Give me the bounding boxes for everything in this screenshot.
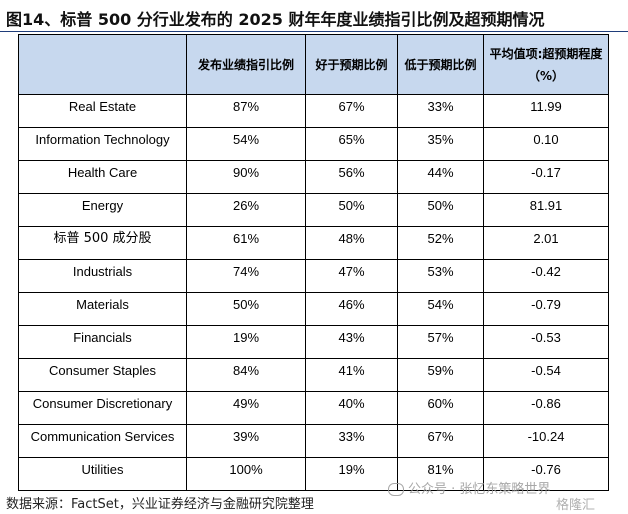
sector-cell: Energy <box>18 193 187 227</box>
guidance-cell: 49% <box>186 391 306 425</box>
avg-surprise-cell: -0.53 <box>483 325 609 359</box>
table-row: Utilities 100% 19% 81% -0.76 <box>18 457 609 491</box>
better-cell: 40% <box>305 391 398 425</box>
avg-surprise-cell: 0.10 <box>483 127 609 161</box>
guidance-cell: 90% <box>186 160 306 194</box>
worse-cell: 59% <box>397 358 484 392</box>
source-note: 数据来源：FactSet，兴业证券经济与金融研究院整理 <box>6 497 314 512</box>
guidance-cell: 61% <box>186 226 306 260</box>
avg-surprise-cell: -0.79 <box>483 292 609 326</box>
title-rule <box>0 31 628 32</box>
table-row: Consumer Staples 84% 41% 59% -0.54 <box>18 358 609 392</box>
table-row: Industrials 74% 47% 53% -0.42 <box>18 259 609 293</box>
worse-cell: 81% <box>397 457 484 491</box>
sector-cell: Financials <box>18 325 187 359</box>
sector-cell: Materials <box>18 292 187 326</box>
sector-cell: Consumer Discretionary <box>18 391 187 425</box>
sector-cell: 标普 500 成分股 <box>18 226 187 260</box>
sector-cell: Utilities <box>18 457 187 491</box>
guidance-cell: 74% <box>186 259 306 293</box>
table-header-row: 发布业绩指引比例 好于预期比例 低于预期比例 平均值项:超预期程度（%） <box>18 34 609 95</box>
avg-surprise-cell: -0.42 <box>483 259 609 293</box>
table-row: Information Technology 54% 65% 35% 0.10 <box>18 127 609 161</box>
better-cell: 67% <box>305 94 398 128</box>
better-cell: 48% <box>305 226 398 260</box>
avg-surprise-cell: 2.01 <box>483 226 609 260</box>
guidance-table: 发布业绩指引比例 好于预期比例 低于预期比例 平均值项:超预期程度（%） Rea… <box>18 34 609 491</box>
logo: 格隆汇 <box>556 498 596 513</box>
sector-cell: Industrials <box>18 259 187 293</box>
header-guidance-ratio: 发布业绩指引比例 <box>186 34 306 95</box>
guidance-cell: 100% <box>186 457 306 491</box>
avg-surprise-cell: -0.86 <box>483 391 609 425</box>
better-cell: 33% <box>305 424 398 458</box>
table-row: Energy 26% 50% 50% 81.91 <box>18 193 609 227</box>
better-cell: 19% <box>305 457 398 491</box>
header-better-ratio: 好于预期比例 <box>305 34 398 95</box>
table-row: Real Estate 87% 67% 33% 11.99 <box>18 94 609 128</box>
header-sector <box>18 34 187 95</box>
worse-cell: 52% <box>397 226 484 260</box>
better-cell: 50% <box>305 193 398 227</box>
better-cell: 43% <box>305 325 398 359</box>
worse-cell: 35% <box>397 127 484 161</box>
sector-cell: Information Technology <box>18 127 187 161</box>
worse-cell: 57% <box>397 325 484 359</box>
guidance-cell: 50% <box>186 292 306 326</box>
avg-surprise-cell: 11.99 <box>483 94 609 128</box>
better-cell: 56% <box>305 160 398 194</box>
header-worse-ratio: 低于预期比例 <box>397 34 484 95</box>
guidance-cell: 54% <box>186 127 306 161</box>
sector-cell: Real Estate <box>18 94 187 128</box>
avg-surprise-cell: 81.91 <box>483 193 609 227</box>
better-cell: 47% <box>305 259 398 293</box>
guidance-cell: 26% <box>186 193 306 227</box>
table-row: Communication Services 39% 33% 67% -10.24 <box>18 424 609 458</box>
guidance-cell: 39% <box>186 424 306 458</box>
better-cell: 46% <box>305 292 398 326</box>
sector-cell: Consumer Staples <box>18 358 187 392</box>
table-row: Health Care 90% 56% 44% -0.17 <box>18 160 609 194</box>
worse-cell: 67% <box>397 424 484 458</box>
avg-surprise-cell: -0.76 <box>483 457 609 491</box>
sector-cell: Health Care <box>18 160 187 194</box>
worse-cell: 33% <box>397 94 484 128</box>
sector-cell: Communication Services <box>18 424 187 458</box>
guidance-cell: 84% <box>186 358 306 392</box>
header-avg-surprise: 平均值项:超预期程度（%） <box>483 34 609 95</box>
better-cell: 65% <box>305 127 398 161</box>
guidance-cell: 87% <box>186 94 306 128</box>
worse-cell: 50% <box>397 193 484 227</box>
figure-title: 图14、标普 500 分行业发布的 2025 财年年度业绩指引比例及超预期情况 <box>6 10 545 29</box>
watermark-text: 公众号 · 张忆东策略世界 <box>408 482 551 497</box>
wechat-icon <box>388 483 404 496</box>
table-row: Financials 19% 43% 57% -0.53 <box>18 325 609 359</box>
worse-cell: 60% <box>397 391 484 425</box>
table-row: Consumer Discretionary 49% 40% 60% -0.86 <box>18 391 609 425</box>
avg-surprise-cell: -0.54 <box>483 358 609 392</box>
guidance-cell: 19% <box>186 325 306 359</box>
better-cell: 41% <box>305 358 398 392</box>
table-row: 标普 500 成分股 61% 48% 52% 2.01 <box>18 226 609 260</box>
worse-cell: 53% <box>397 259 484 293</box>
table-row: Materials 50% 46% 54% -0.79 <box>18 292 609 326</box>
worse-cell: 44% <box>397 160 484 194</box>
worse-cell: 54% <box>397 292 484 326</box>
watermark: 公众号 · 张忆东策略世界 <box>388 478 550 497</box>
avg-surprise-cell: -0.17 <box>483 160 609 194</box>
avg-surprise-cell: -10.24 <box>483 424 609 458</box>
